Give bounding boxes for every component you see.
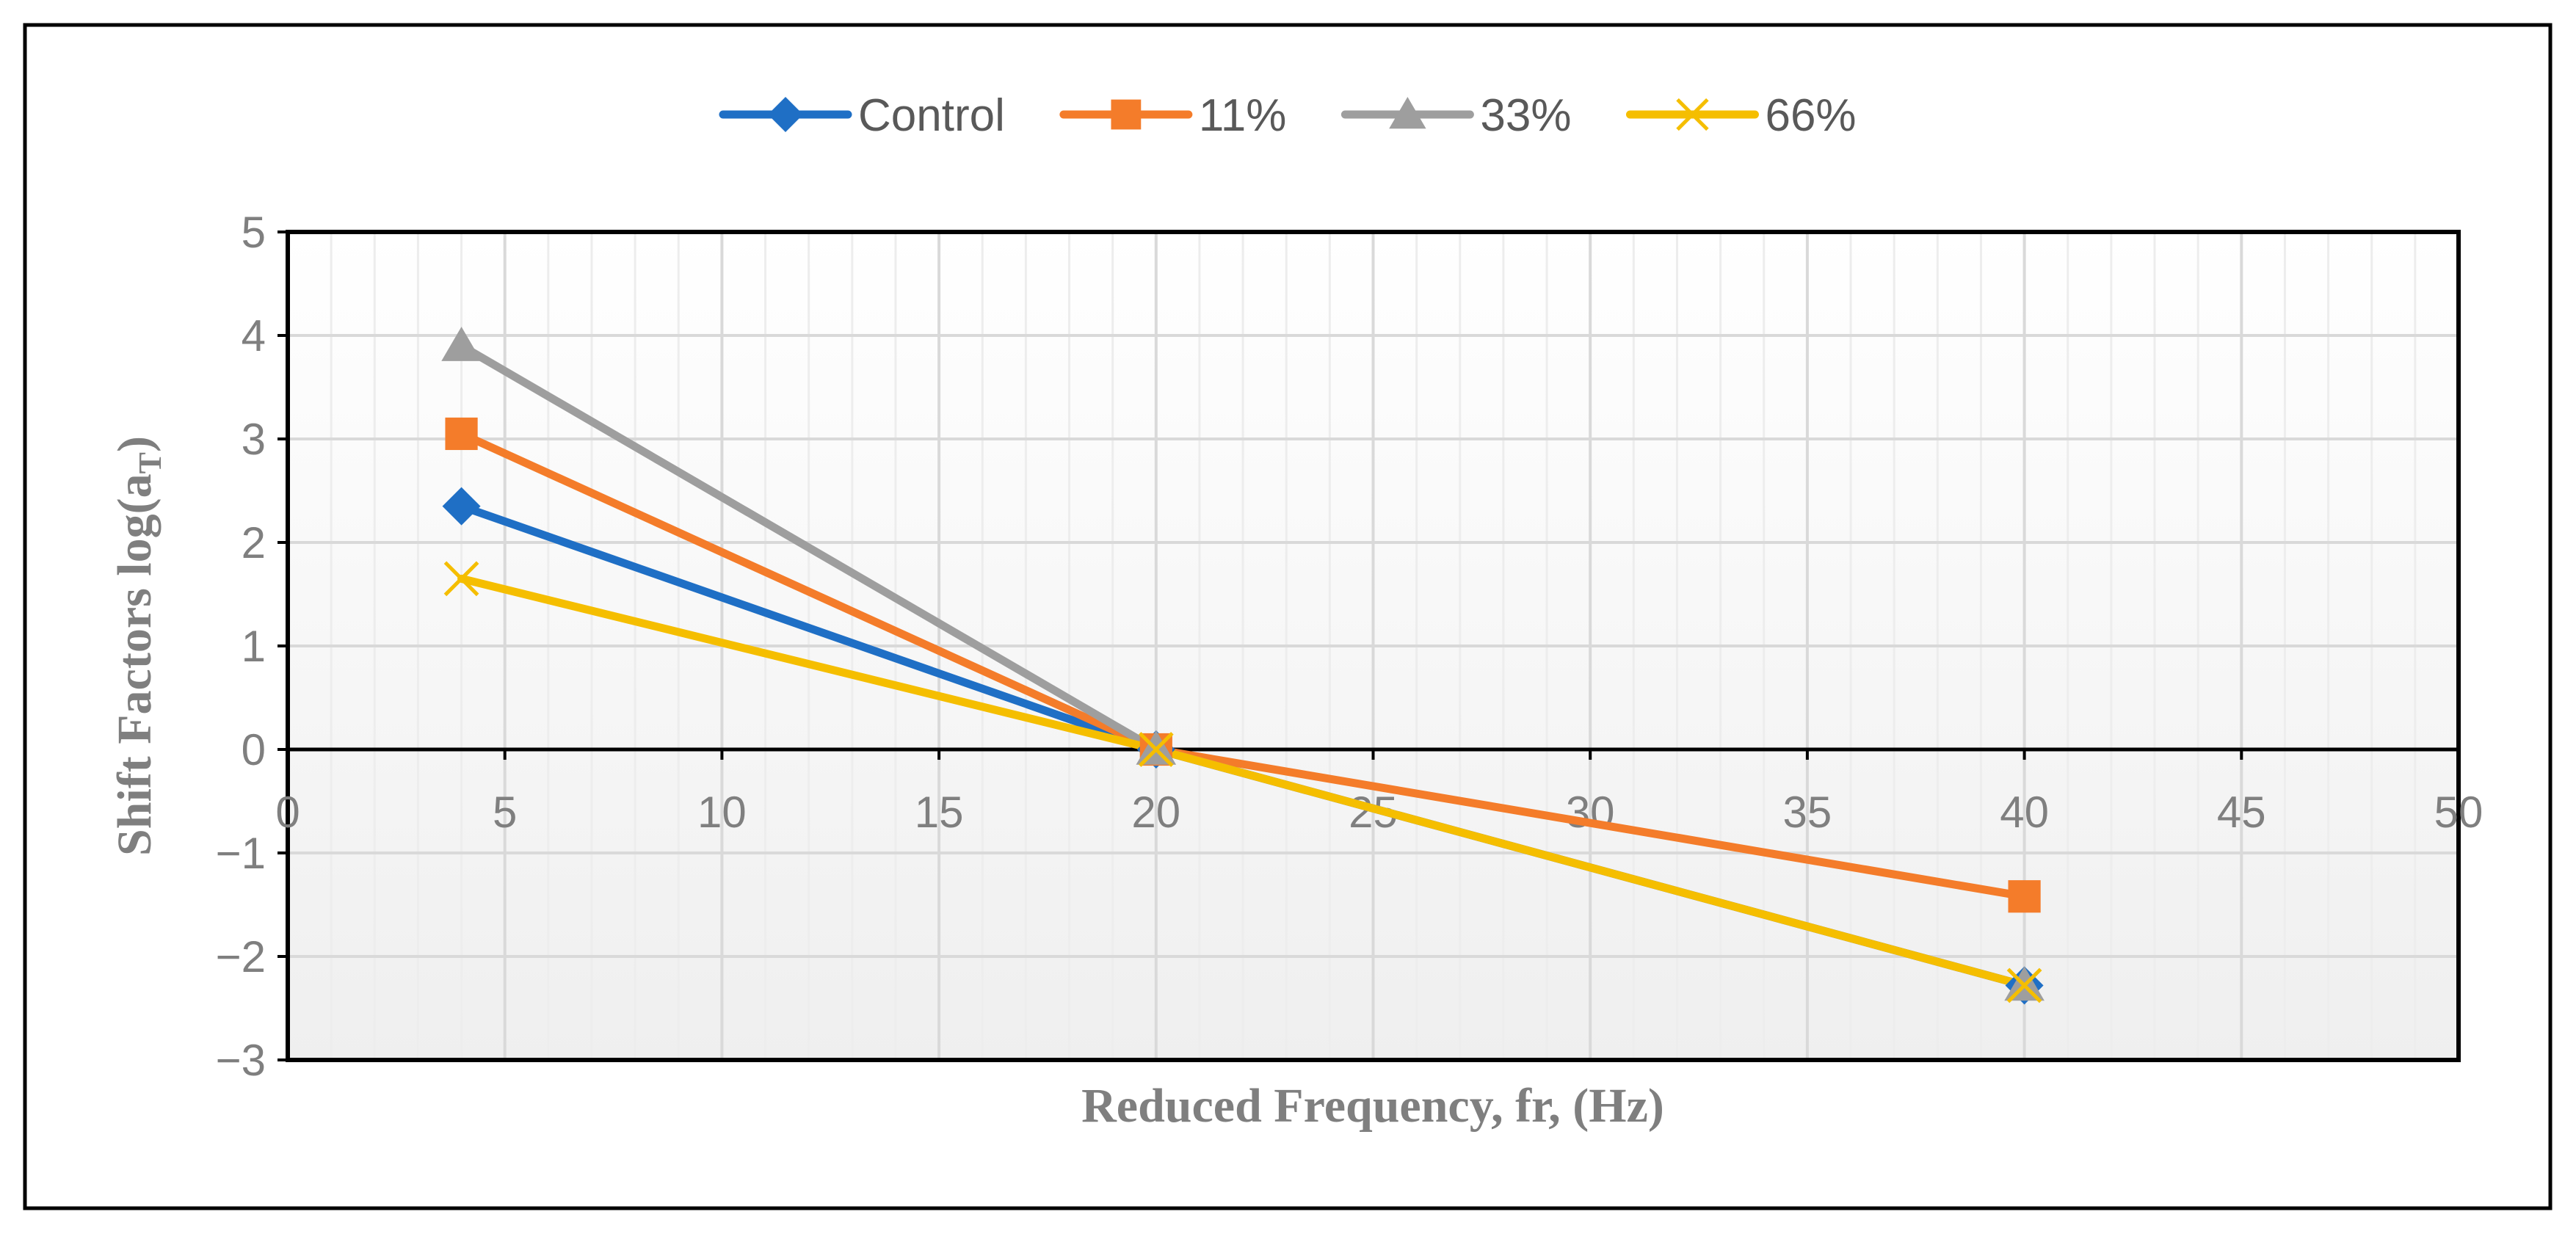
x-tick-label: 15: [915, 788, 964, 837]
y-tick-label: 2: [242, 518, 266, 567]
x-tick-label: 35: [1783, 788, 1832, 837]
y-tick-label: −1: [216, 829, 266, 878]
legend-swatch-marker: [1389, 97, 1426, 129]
y-tick-label: 1: [242, 622, 266, 671]
data-point-66: [443, 561, 479, 597]
data-point-11: [445, 417, 478, 451]
x-tick-label: 5: [493, 788, 517, 837]
data-point-66: [2006, 967, 2042, 1003]
y-tick-label: 0: [242, 725, 266, 774]
legend-item-66: 66%: [1625, 90, 1857, 141]
y-tick-label: −2: [216, 932, 266, 981]
y-tick-label: 3: [242, 415, 266, 464]
legend-label: 11%: [1199, 90, 1287, 141]
data-point-33: [441, 327, 482, 361]
legend-item-control: Control: [719, 90, 1005, 141]
x-tick-label: 0: [275, 788, 300, 837]
legend: Control 11% 33% 66%: [719, 90, 1857, 141]
data-point-66: [1138, 732, 1174, 767]
legend-item-11: 11%: [1059, 90, 1287, 141]
legend-label: 33%: [1480, 90, 1571, 141]
y-axis-title-main: Shift Factors log(a: [108, 473, 162, 856]
data-point-11: [2008, 880, 2041, 913]
y-tick-label: 4: [242, 311, 266, 360]
legend-swatch-marker: [1111, 99, 1142, 130]
x-tick-label: 50: [2434, 788, 2484, 837]
series-markers: [441, 327, 2045, 1005]
y-tick-labels: 5 4 3 2 1 0 −1 −2 −3: [216, 208, 288, 1085]
legend-swatch-marker: [1676, 98, 1709, 131]
y-tick-label: 5: [242, 208, 266, 257]
y-axis-title-close: ): [108, 436, 162, 452]
legend-item-33: 33%: [1340, 90, 1571, 141]
y-axis-title: Shift Factors log(aT): [108, 436, 168, 856]
x-tick-label: 45: [2217, 788, 2266, 837]
legend-label: Control: [858, 90, 1005, 141]
x-axis-title: Reduced Frequency, fr, (Hz): [1081, 1079, 1664, 1133]
y-axis-title-subscript: T: [132, 452, 168, 473]
x-tick-labels: 0 5 10 15 20 25 30 35 40 45 50: [275, 749, 2483, 837]
legend-label: 66%: [1765, 90, 1856, 141]
x-tick-label: 20: [1131, 788, 1180, 837]
data-point-control: [442, 487, 481, 526]
y-tick-label: −3: [216, 1036, 266, 1085]
x-tick-label: 40: [2000, 788, 2049, 837]
legend-swatch-marker: [768, 97, 803, 132]
x-tick-label: 10: [697, 788, 747, 837]
